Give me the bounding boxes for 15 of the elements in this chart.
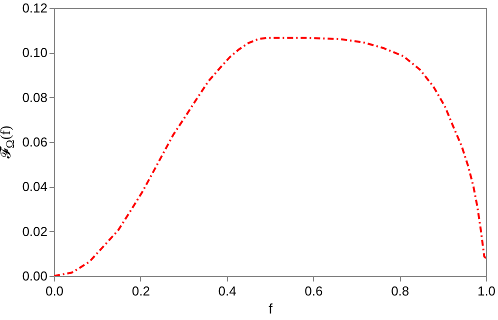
- x-tick-label: 0.4: [218, 284, 236, 298]
- x-tick-label: 0.6: [304, 284, 323, 298]
- x-tick-label: 0.2: [132, 284, 150, 298]
- y-tick-label: 0.08: [22, 90, 48, 105]
- y-tick-label: 0.10: [22, 45, 48, 60]
- y-tick-label: 0.12: [22, 0, 48, 16]
- line-series: [54, 36, 486, 276]
- y-tick-label: 0.00: [22, 268, 48, 284]
- x-tick-label: 1.0: [477, 284, 496, 298]
- y-tick-label: 0.06: [22, 134, 48, 150]
- y-tick-label: 0.02: [22, 224, 48, 239]
- y-tick-label: 0.04: [22, 179, 48, 194]
- x-axis-title: f: [268, 300, 273, 316]
- x-tick-label: 0.0: [45, 284, 64, 298]
- x-tick-label: 0.8: [391, 284, 410, 298]
